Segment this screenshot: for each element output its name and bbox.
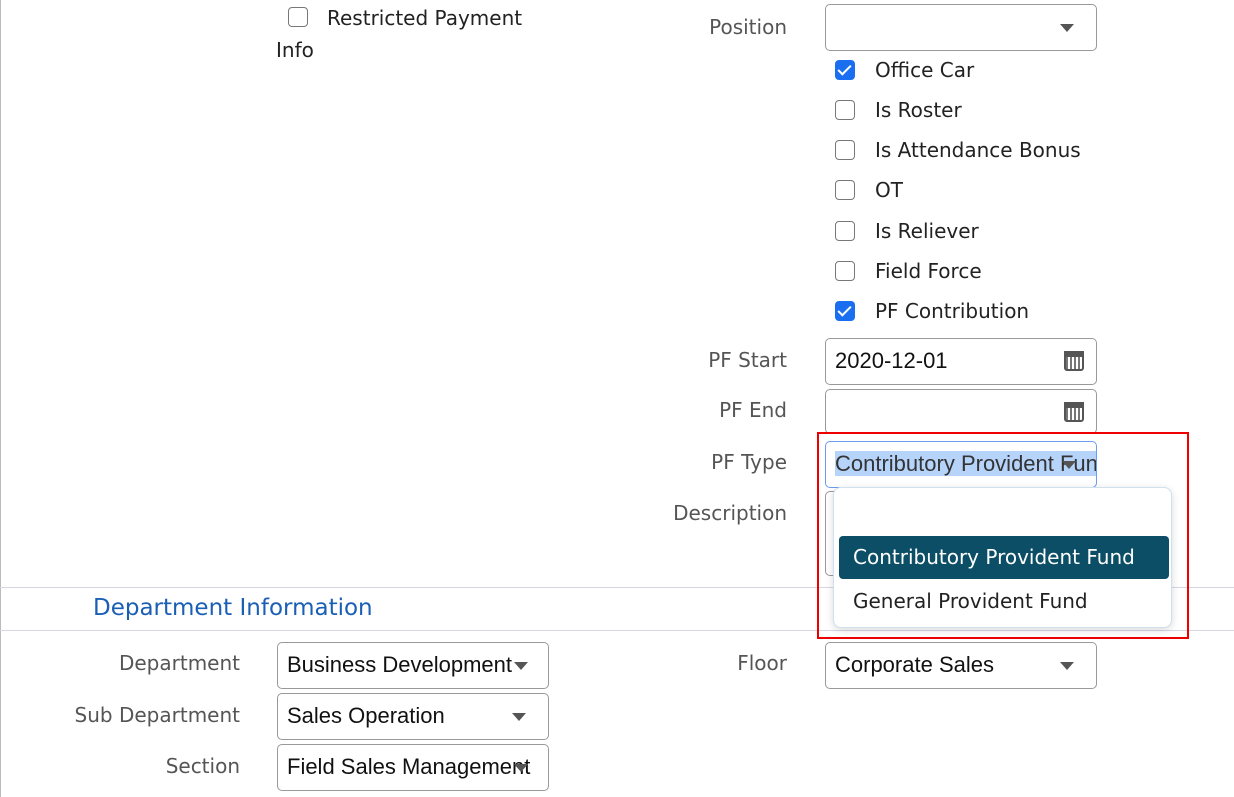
department-value: Business Development <box>287 652 513 677</box>
description-label: Description <box>673 501 787 525</box>
ot-checkbox[interactable] <box>835 180 855 200</box>
position-select[interactable] <box>825 4 1097 51</box>
chevron-down-icon <box>512 713 526 721</box>
is-roster-checkbox[interactable] <box>835 100 855 120</box>
floor-value: Corporate Sales <box>835 652 994 677</box>
pf-type-select[interactable]: Contributory Provident Fund <box>825 441 1097 488</box>
pf-start-label: PF Start <box>708 348 787 372</box>
sub-department-select[interactable]: Sales Operation <box>277 693 549 740</box>
is-attendance-bonus-label: Is Attendance Bonus <box>875 138 1081 162</box>
divider <box>0 630 1234 631</box>
pf-end-label: PF End <box>719 398 787 422</box>
sub-department-label: Sub Department <box>74 703 240 727</box>
restricted-payment-label-cont: Info <box>276 38 314 62</box>
pf-start-value: 2020-12-01 <box>835 348 948 373</box>
annotation-highlight-box <box>817 432 1189 639</box>
chevron-down-icon <box>1060 24 1074 32</box>
floor-label: Floor <box>737 651 787 675</box>
pf-contribution-label: PF Contribution <box>875 299 1030 323</box>
field-force-label: Field Force <box>875 259 982 283</box>
pf-contribution-checkbox[interactable] <box>835 301 855 321</box>
is-reliever-label: Is Reliever <box>875 219 979 243</box>
option-contributory-provident-fund[interactable]: Contributory Provident Fund <box>839 536 1169 579</box>
department-select[interactable]: Business Development <box>277 642 549 689</box>
restricted-payment-label: Restricted Payment <box>327 6 523 30</box>
pf-start-input[interactable]: 2020-12-01 <box>825 338 1097 385</box>
position-label: Position <box>709 15 787 39</box>
department-label: Department <box>118 651 240 675</box>
calendar-icon[interactable] <box>1064 402 1084 422</box>
calendar-icon[interactable] <box>1064 351 1084 371</box>
office-car-label: Office Car <box>875 58 975 82</box>
office-car-checkbox[interactable] <box>835 60 855 80</box>
ot-label: OT <box>875 178 903 202</box>
chevron-down-icon <box>514 662 528 670</box>
sub-department-value: Sales Operation <box>287 703 445 728</box>
section-value: Field Sales Management <box>287 754 531 779</box>
is-attendance-bonus-checkbox[interactable] <box>835 140 855 160</box>
pf-type-value: Contributory Provident Fund <box>835 451 1096 476</box>
section-label: Section <box>165 754 240 778</box>
is-reliever-checkbox[interactable] <box>835 221 855 241</box>
section-title: Department Information <box>93 595 373 621</box>
chevron-down-icon <box>1062 461 1076 469</box>
section-select[interactable]: Field Sales Management <box>277 744 549 791</box>
pf-type-label: PF Type <box>711 450 787 474</box>
field-force-checkbox[interactable] <box>835 261 855 281</box>
chevron-down-icon <box>514 764 528 772</box>
divider <box>0 587 1234 588</box>
pf-type-dropdown: Contributory Provident Fund General Prov… <box>833 487 1172 628</box>
chevron-down-icon <box>1060 662 1074 670</box>
option-general-provident-fund[interactable]: General Provident Fund <box>853 589 1088 613</box>
is-roster-label: Is Roster <box>875 98 962 122</box>
restricted-payment-checkbox[interactable] <box>288 7 308 27</box>
floor-select[interactable]: Corporate Sales <box>825 642 1097 689</box>
left-border <box>0 0 1 797</box>
pf-end-input[interactable] <box>825 389 1097 434</box>
